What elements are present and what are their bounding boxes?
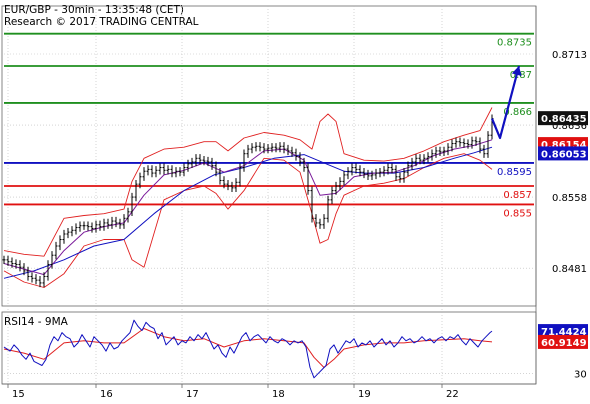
price-badge-label: 0.86154 xyxy=(541,140,587,151)
x-tick-label: 22 xyxy=(446,389,459,400)
price-badge-label: 0.86435 xyxy=(541,114,587,125)
x-tick-label: 18 xyxy=(272,389,285,400)
chart-title: EUR/GBP - 30min - 13:35:48 (CET) xyxy=(4,4,184,16)
price-badge-bg xyxy=(538,111,588,126)
price-tick-label: 0.8558 xyxy=(552,193,587,204)
level-label: 0.866 xyxy=(503,107,532,118)
rsi-ma-line xyxy=(3,328,493,368)
x-tick-label: 16 xyxy=(100,389,113,400)
ma-fast-line xyxy=(3,139,493,276)
axis-layer: 0.8481 0.8558 0.8636 0.8713 15 16 17 18 19 22 30 xyxy=(7,50,587,400)
rsi-layer xyxy=(3,319,493,379)
chart-copyright: Research © 2017 TRADING CENTRAL xyxy=(4,16,199,28)
projection-arrowhead xyxy=(511,66,522,76)
price-tick-label: 0.8713 xyxy=(552,50,587,61)
rsi-panel-title: RSI14 - 9MA xyxy=(4,316,69,328)
price-badge-label: 0.86053 xyxy=(541,149,587,160)
rsi-tick-label: 30 xyxy=(574,370,587,381)
price-tick-label: 0.8636 xyxy=(552,121,587,132)
rsi-badge-label: 60.9149 xyxy=(541,338,587,349)
x-tick-label: 17 xyxy=(186,389,199,400)
bollinger-upper-line xyxy=(3,107,493,257)
projection-layer xyxy=(490,65,522,140)
x-tick-label: 15 xyxy=(12,389,25,400)
rsi-line xyxy=(3,319,493,379)
rsi-badge-bg xyxy=(538,324,588,339)
ma-slow-line xyxy=(3,146,493,279)
rsi-badge-label: 71.4424 xyxy=(541,327,587,338)
level-label: 0.8595 xyxy=(497,167,532,178)
price-layer xyxy=(2,114,494,288)
level-label: 0.857 xyxy=(503,190,532,201)
projection-line xyxy=(490,65,521,140)
x-tick-label: 19 xyxy=(358,389,371,400)
price-badge-bg xyxy=(538,146,588,161)
level-label: 0.855 xyxy=(503,208,532,219)
grid-layer xyxy=(4,6,534,384)
rsi-badge-bg xyxy=(538,334,588,349)
price-tick-label: 0.8481 xyxy=(552,264,587,275)
level-label: 0.8735 xyxy=(497,38,532,49)
